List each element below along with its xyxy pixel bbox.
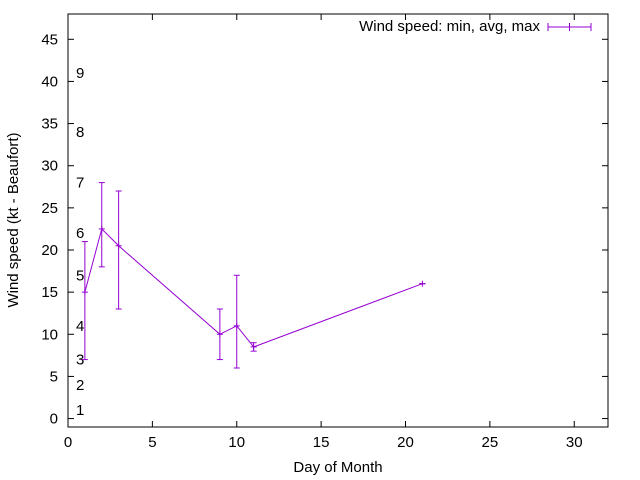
beaufort-label: 7 [76,175,84,192]
y-tick-label: 0 [50,411,58,428]
y-tick-label: 25 [41,200,58,217]
plot-frame [67,13,609,428]
y-tick-label: 15 [41,284,58,301]
legend-label: Wind speed: min, avg, max [359,18,540,35]
x-tick-label: 25 [482,434,499,451]
y-tick-label: 35 [41,116,58,133]
beaufort-label: 4 [76,318,84,335]
beaufort-label: 2 [76,377,84,394]
series-line [84,227,423,348]
series-layer [81,182,426,369]
y-tick-label: 5 [50,368,58,385]
beaufort-label: 8 [76,124,84,141]
x-tick-label: 20 [397,434,414,451]
x-tick-label: 30 [566,434,583,451]
x-tick-label: 5 [148,434,156,451]
x-tick-label: 10 [228,434,245,451]
y-tick-label: 20 [41,242,58,259]
beaufort-annotations: 1 2 3 4 5 6 7 8 9 [76,65,84,419]
beaufort-label: 6 [76,225,84,242]
y-tick-label: 10 [41,326,58,343]
x-axis-title: Day of Month [293,459,382,476]
beaufort-label: 9 [76,65,84,82]
y-tick-label: 45 [41,31,58,48]
beaufort-label: 3 [76,352,84,369]
y-tick-label: 40 [41,73,58,90]
y-axis-title: Wind speed (kt - Beaufort) [5,132,22,307]
legend: Wind speed: min, avg, max [359,18,592,35]
x-tick-label: 15 [313,434,330,451]
x-tick-label: 0 [64,434,72,451]
y-tick-label: 30 [41,158,58,175]
beaufort-label: 5 [76,267,84,284]
beaufort-label: 1 [76,402,84,419]
